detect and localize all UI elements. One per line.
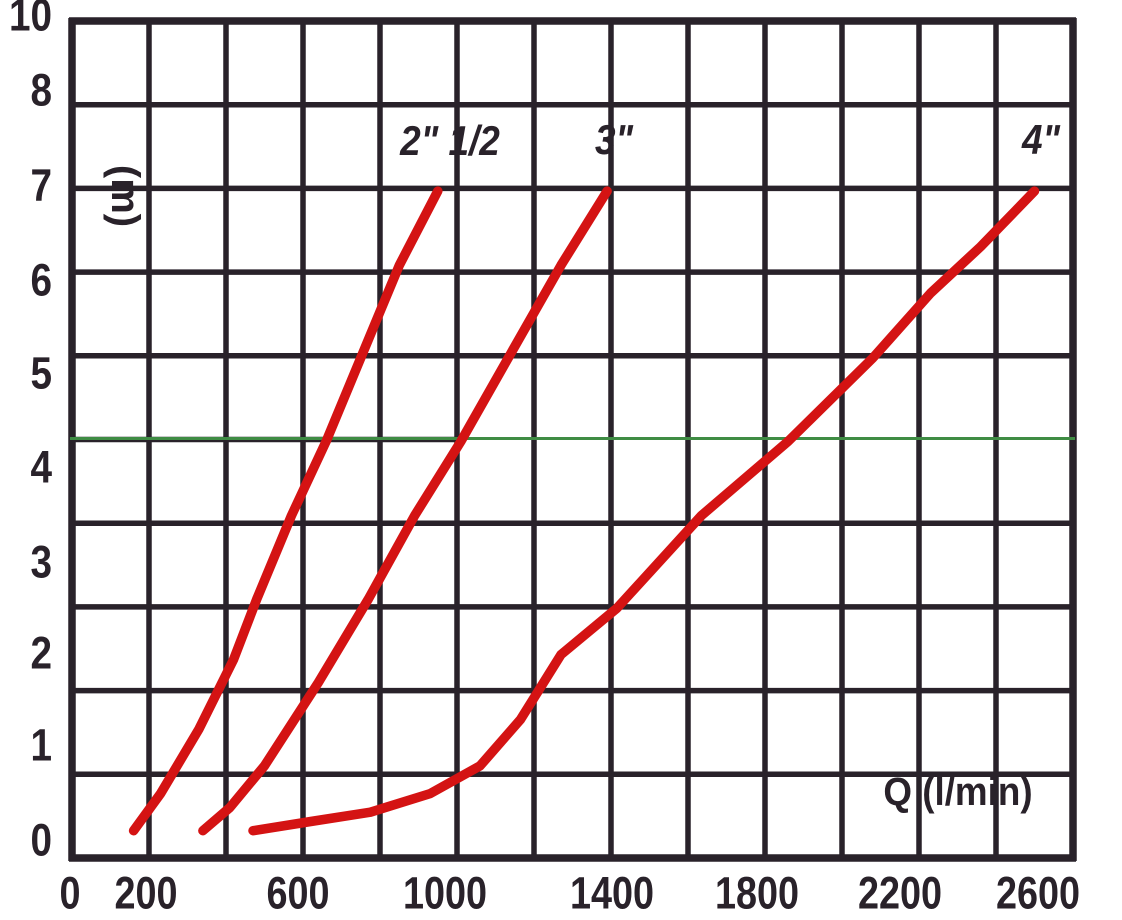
x-tick-1000: 1000 [402,867,488,919]
y-tick-10: 10 [8,0,52,41]
y-axis-title: (m) [103,164,147,228]
y-tick-2: 2 [30,627,52,679]
x-tick-2200: 2200 [857,867,943,919]
curve-3- [198,186,612,836]
curve-label-2-1-2-inch: 2" 1/2 [400,117,500,164]
y-tick-3: 3 [30,536,52,588]
y-tick-0: 0 [30,814,52,866]
curve-label-4-inch: 4" [1021,116,1061,163]
x-tick-200: 200 [114,867,178,919]
pump-curves [128,186,1040,836]
y-tick-1: 1 [30,719,52,771]
curve-4- [248,186,1040,836]
y-tick-7: 7 [30,159,52,211]
curve-2-1-2 [128,186,443,836]
x-tick-600: 600 [266,867,330,919]
x-axis-title: Q (l/min) [883,770,1033,814]
y-tick-8: 8 [30,64,52,116]
y-tick-4: 4 [30,441,52,493]
x-tick-1800: 1800 [714,867,800,919]
curve-label-3-inch: 3" [594,116,634,163]
x-tick-0: 0 [59,867,81,919]
y-tick-5: 5 [30,347,52,399]
y-tick-6: 6 [30,254,52,306]
x-tick-2600: 2600 [995,867,1081,919]
x-tick-1400: 1400 [569,867,655,919]
